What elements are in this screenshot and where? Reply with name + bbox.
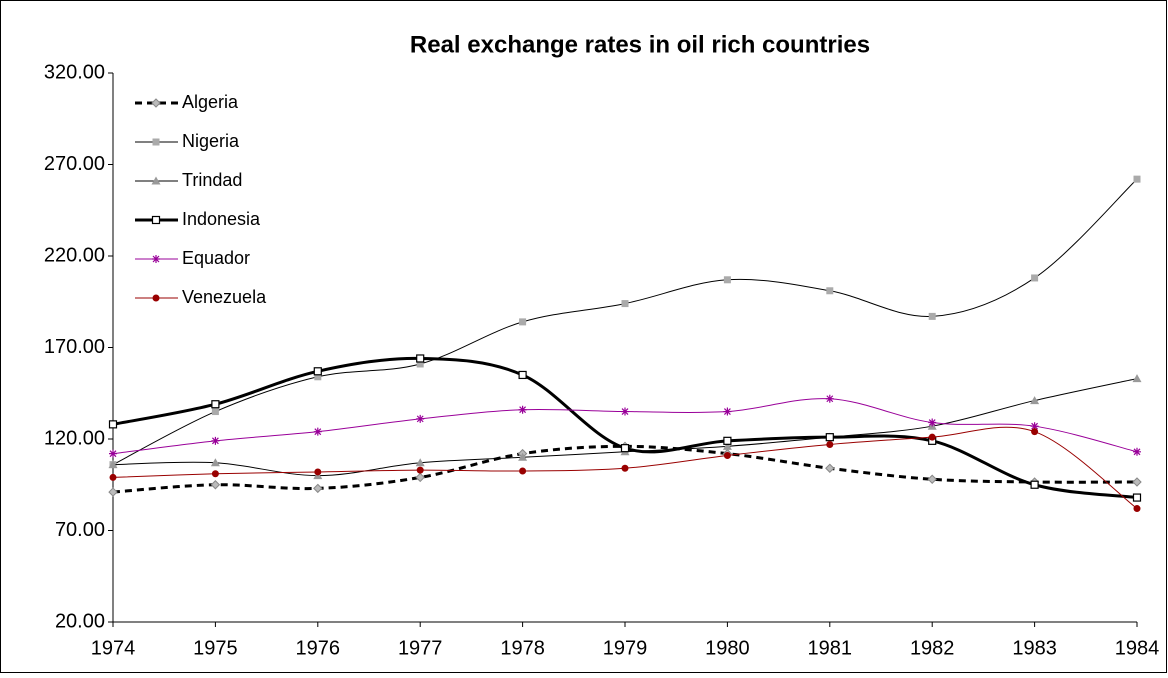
data-point: [518, 405, 527, 414]
data-point: [723, 407, 732, 416]
y-tick-label: 270.00: [44, 153, 105, 175]
data-point: [1132, 374, 1142, 383]
data-point: [211, 436, 220, 445]
legend-label: Venezuela: [182, 287, 267, 307]
data-point: [210, 458, 220, 467]
data-point: [109, 473, 117, 481]
data-point: [519, 467, 527, 475]
data-point: [1133, 505, 1141, 513]
x-tick-label: 1975: [193, 637, 238, 659]
x-tick-label: 1978: [500, 637, 545, 659]
data-point: [211, 400, 220, 409]
data-point: [621, 300, 629, 308]
data-point: [109, 449, 117, 458]
legend-label: Indonesia: [182, 209, 261, 229]
data-point: [723, 276, 731, 284]
data-point: [826, 287, 834, 295]
data-point: [722, 441, 732, 450]
y-tick-label: 70.00: [55, 519, 105, 541]
x-tick-label: 1981: [808, 637, 853, 659]
data-point: [108, 420, 118, 429]
data-point: [621, 464, 629, 472]
data-point: [416, 354, 425, 363]
data-point: [621, 407, 629, 416]
data-point: [314, 373, 322, 381]
data-point: [211, 470, 219, 478]
data-point: [210, 480, 221, 490]
data-point: [927, 474, 937, 484]
data-point: [416, 414, 425, 423]
y-tick-label: 320.00: [44, 61, 105, 83]
legend-marker: [151, 215, 161, 225]
legend-marker: [152, 255, 160, 263]
data-point: [518, 452, 528, 461]
legend-label: Trindad: [182, 170, 242, 190]
x-tick-label: 1980: [705, 637, 750, 659]
data-point: [313, 483, 323, 494]
data-point: [314, 468, 322, 476]
x-tick-label: 1983: [1012, 637, 1057, 659]
data-point: [928, 418, 937, 427]
y-tick-label: 20.00: [55, 610, 105, 632]
data-point: [1132, 493, 1142, 502]
x-tick-label: 1976: [296, 637, 341, 659]
chart-title: Real exchange rates in oil rich countrie…: [410, 31, 870, 58]
data-point: [416, 466, 424, 474]
legend-marker: [151, 98, 161, 108]
data-point: [928, 433, 936, 441]
data-point: [313, 367, 322, 376]
data-point: [1031, 274, 1039, 282]
data-point: [518, 370, 527, 380]
data-point: [1030, 396, 1040, 405]
legend-marker: [152, 138, 160, 146]
data-point: [519, 318, 527, 326]
x-tick-label: 1984: [1115, 637, 1160, 659]
x-tick-label: 1974: [91, 637, 136, 659]
data-point: [825, 463, 835, 473]
data-point: [415, 458, 425, 467]
data-point: [416, 360, 424, 368]
data-point: [723, 436, 732, 445]
data-point: [928, 312, 936, 320]
data-point: [1132, 477, 1142, 487]
data-point: [415, 472, 425, 483]
legend-marker: [152, 294, 160, 302]
data-point: [1133, 175, 1141, 183]
y-tick-label: 120.00: [44, 427, 105, 449]
data-point: [825, 394, 834, 403]
data-point: [620, 444, 630, 453]
data-point: [1030, 480, 1039, 489]
legend-label: Equador: [182, 248, 250, 268]
y-tick-label: 220.00: [44, 244, 105, 266]
legend-label: Nigeria: [182, 131, 240, 151]
data-point: [211, 408, 219, 416]
data-point: [1031, 428, 1039, 436]
data-point: [1030, 422, 1039, 431]
y-tick-label: 170.00: [44, 336, 105, 358]
legend-label: Algeria: [182, 92, 239, 112]
data-point: [826, 440, 834, 448]
data-point: [723, 451, 731, 459]
data-point: [108, 460, 118, 469]
data-point: [108, 487, 118, 497]
data-point: [313, 427, 322, 436]
data-point: [1133, 447, 1141, 456]
data-point: [825, 433, 834, 442]
x-tick-label: 1977: [398, 637, 443, 659]
x-tick-label: 1982: [910, 637, 955, 659]
x-tick-label: 1979: [603, 637, 648, 659]
legend-marker: [151, 176, 161, 185]
